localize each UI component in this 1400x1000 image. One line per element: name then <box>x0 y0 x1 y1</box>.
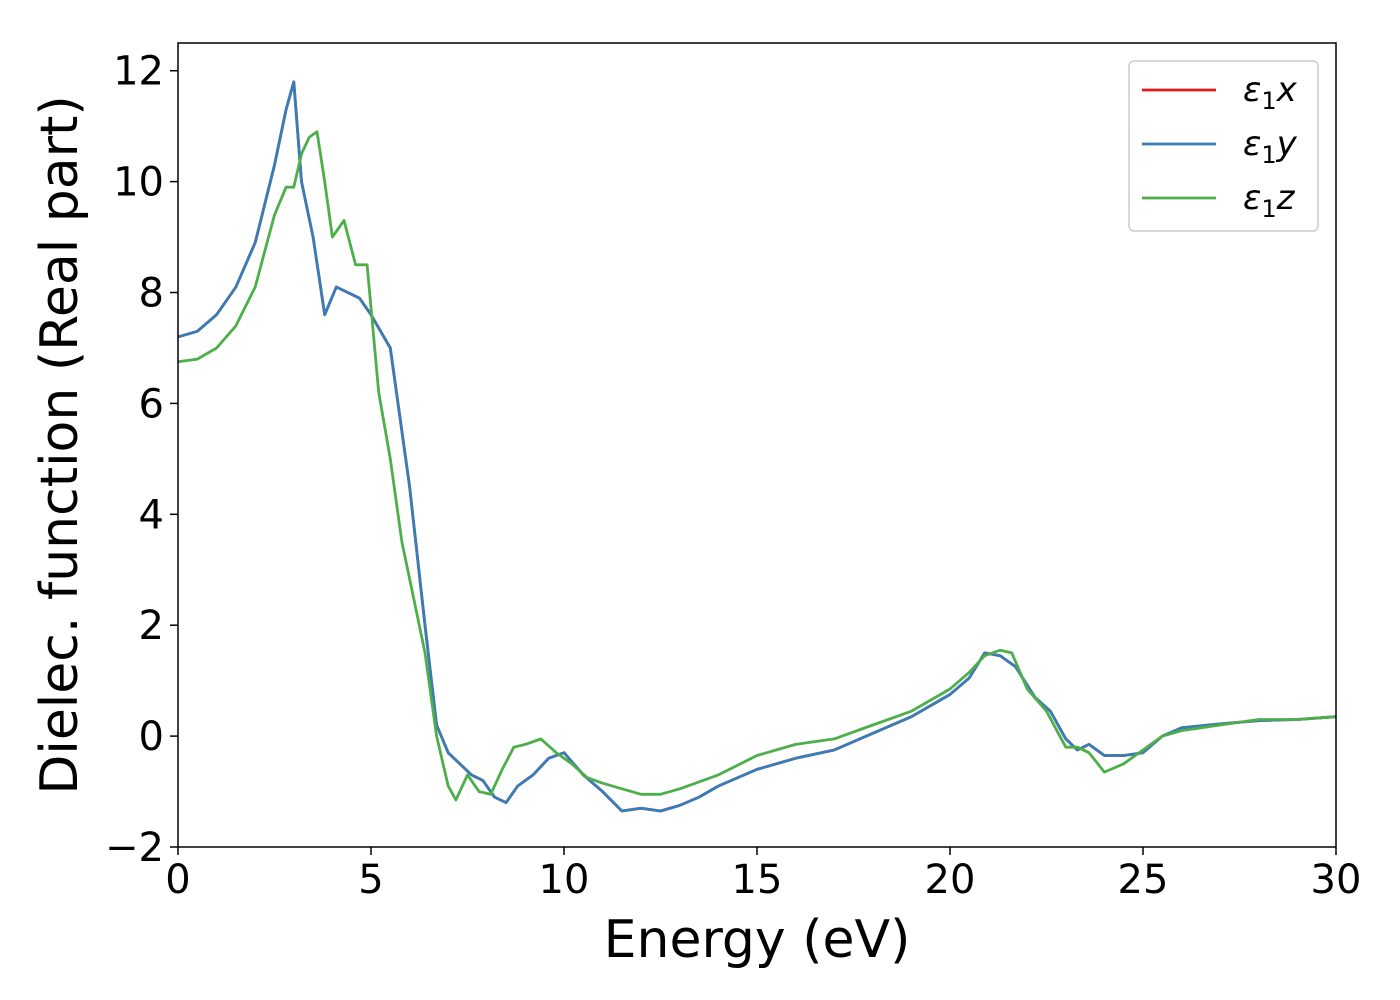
x-tick-label: 25 <box>1118 857 1169 903</box>
legend-label-main: ε <box>1243 124 1261 164</box>
y-tick-label: −2 <box>105 825 164 871</box>
series-line-y <box>178 80 1336 813</box>
x-tick-label: 5 <box>358 857 383 903</box>
y-tick-label: 0 <box>139 714 164 760</box>
legend-label-main: ε <box>1243 178 1261 218</box>
x-axis: 0 5 10 15 20 25 30 <box>165 847 1361 903</box>
x-tick-label: 10 <box>539 857 590 903</box>
legend-label-tail: y <box>1276 124 1298 164</box>
y-tick-label: 4 <box>139 492 164 538</box>
legend-label-tail: x <box>1276 70 1298 110</box>
legend-label-tail: z <box>1276 178 1296 218</box>
legend-box <box>1128 60 1319 232</box>
legend-label-z: ε1z <box>1243 178 1296 223</box>
y-axis-title: Dielec. function (Real part) <box>30 95 90 794</box>
y-tick-label: 2 <box>139 603 164 649</box>
legend-label-y: ε1y <box>1243 124 1298 169</box>
y-tick-label: 6 <box>139 381 164 427</box>
legend-label-sub: 1 <box>1261 141 1276 169</box>
x-axis-title: Energy (eV) <box>604 910 911 970</box>
y-tick-label: 8 <box>139 271 164 317</box>
legend-label-sub: 1 <box>1261 195 1276 223</box>
legend-label-sub: 1 <box>1261 87 1276 115</box>
x-tick-label: 30 <box>1311 857 1362 903</box>
series-layer <box>178 80 1336 813</box>
x-tick-label: 0 <box>165 857 190 903</box>
x-tick-label: 20 <box>925 857 976 903</box>
y-tick-label: 10 <box>113 160 164 206</box>
legend-label-main: ε <box>1243 70 1261 110</box>
series-line-z <box>178 130 1336 802</box>
y-tick-label: 12 <box>113 49 164 95</box>
y-axis: −2 0 2 4 6 8 10 12 <box>105 49 178 871</box>
x-tick-label: 15 <box>732 857 783 903</box>
legend-label-x: ε1x <box>1243 70 1298 115</box>
